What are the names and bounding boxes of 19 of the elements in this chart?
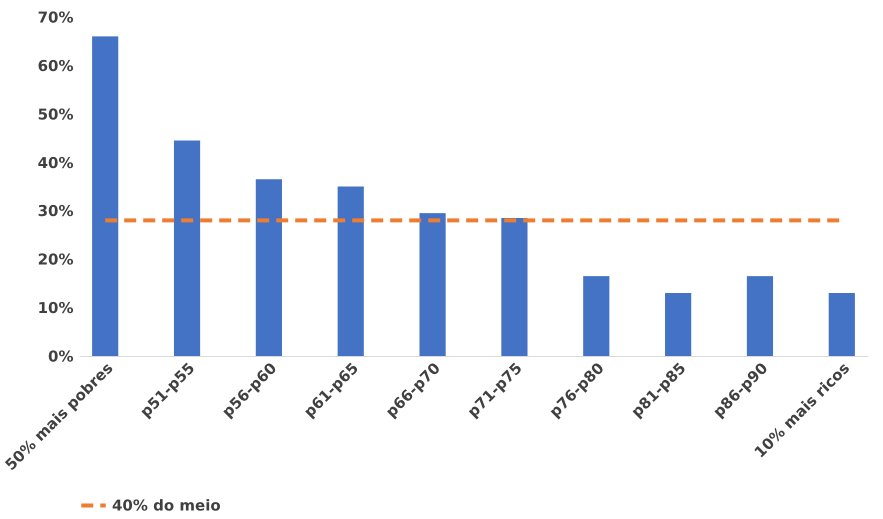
bar [501, 218, 528, 356]
y-tick-label: 20% [38, 250, 74, 269]
y-tick-label: 0% [48, 348, 74, 366]
legend-label: 40% do meio [112, 496, 221, 514]
bar [419, 213, 446, 356]
bar [665, 293, 692, 356]
y-tick-label: 40% [38, 154, 74, 172]
bar [828, 293, 855, 356]
y-tick-label: 10% [38, 299, 74, 318]
bar [583, 276, 610, 356]
y-tick-label: 50% [38, 105, 74, 124]
bar [92, 36, 118, 356]
bar [338, 186, 364, 356]
bar [174, 140, 200, 356]
bar [746, 276, 774, 356]
y-tick-label: 30% [38, 202, 74, 220]
y-tick-label: 60% [38, 56, 74, 75]
y-tick-label: 70% [38, 8, 74, 26]
bar [256, 179, 282, 356]
